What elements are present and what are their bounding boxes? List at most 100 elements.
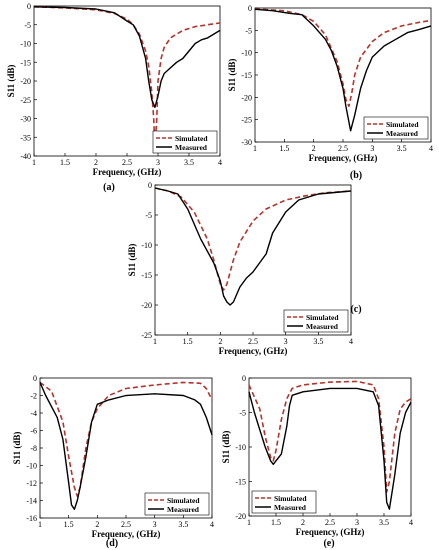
- x-tick-label: 4: [349, 337, 353, 346]
- x-tick-label: 2.5: [121, 520, 131, 529]
- x-axis-label: Frequency, (GHz): [92, 529, 161, 539]
- x-tick-label: 1: [153, 337, 157, 346]
- y-tick-label: -15: [20, 58, 31, 67]
- y-tick-label: -20: [235, 512, 246, 521]
- y-tick-label: -10: [20, 40, 31, 49]
- x-tick-label: 2: [94, 158, 98, 167]
- y-tick-label: -15: [141, 271, 152, 280]
- x-axis-label: Frequency, (GHz): [309, 153, 378, 163]
- x-tick-label: 3.5: [397, 144, 407, 153]
- legend-entry-label: Simulated: [306, 313, 339, 322]
- x-tick-label: 4: [429, 144, 433, 153]
- x-tick-label: 1: [38, 520, 42, 529]
- y-tick-label: -15: [241, 71, 252, 80]
- y-tick-label: 0: [27, 2, 31, 11]
- x-axis-label: Frequency, (GHz): [219, 346, 288, 356]
- x-tick-label: 2: [312, 144, 316, 153]
- legend-entry-label: Measured: [386, 129, 419, 138]
- x-tick-label: 2: [301, 518, 305, 527]
- y-tick-label: -25: [241, 116, 252, 125]
- chart-panel-d: 1 1.5 2 2.5 3 3.5 4 0 -2 -4 -6 -8 -10 -12 -14 -16 Freque…: [12, 374, 214, 549]
- x-tick-label: 3: [156, 158, 160, 167]
- y-tick-label: -25: [20, 96, 31, 105]
- x-tick-label: 1.5: [183, 337, 193, 346]
- x-tick-label: 2: [218, 337, 222, 346]
- legend-entry-label: Simulated: [274, 494, 307, 503]
- x-tick-label: 4: [409, 518, 413, 527]
- simulated-series-line: [39, 381, 213, 497]
- y-tick-label: -16: [26, 514, 37, 523]
- x-tick-label: 2.5: [325, 518, 335, 527]
- x-tick-label: 4: [218, 158, 222, 167]
- legend-entry-label: Simulated: [167, 496, 200, 505]
- y-axis-label: S11 (dB): [127, 244, 137, 277]
- x-tick-label: 1: [247, 518, 251, 527]
- y-tick-label: -20: [20, 77, 31, 86]
- x-tick-label: 1.5: [271, 518, 281, 527]
- x-tick-label: 3.5: [313, 337, 323, 346]
- y-tick-label: -10: [26, 462, 37, 471]
- legend-entry-label: Measured: [306, 322, 339, 331]
- y-tick-label: -8: [30, 444, 37, 453]
- x-tick-label: 2.5: [338, 144, 348, 153]
- y-tick-label: 0: [242, 374, 246, 383]
- x-tick-label: 1: [253, 144, 257, 153]
- y-tick-label: -10: [235, 443, 246, 452]
- panel-label: (a): [103, 182, 115, 193]
- chart-panel-e: 1 1.5 2 2.5 3 3.5 4 0 -5 -10 -15 -20 Frequency, (GHz…: [221, 374, 413, 549]
- simulated-series-line: [248, 380, 412, 493]
- panel-label: (e): [323, 538, 334, 549]
- y-tick-label: -30: [20, 115, 31, 124]
- x-tick-label: 2: [95, 520, 99, 529]
- y-axis-label: S11 (dB): [221, 431, 231, 464]
- y-tick-label: -5: [145, 211, 152, 220]
- x-tick-label: 3: [153, 520, 157, 529]
- y-tick-label: -35: [20, 133, 31, 142]
- y-tick-label: 0: [33, 374, 37, 383]
- legend-entry-label: Simulated: [175, 134, 208, 143]
- simulated-series-line: [154, 187, 352, 291]
- measured-series-line: [154, 187, 352, 306]
- y-tick-label: -4: [30, 409, 37, 418]
- x-tick-label: 3: [355, 518, 359, 527]
- legend-entry-label: Measured: [175, 143, 208, 152]
- x-tick-label: 2.5: [122, 158, 132, 167]
- x-axis-label: Frequency, (GHz): [93, 167, 162, 177]
- panel-label: (d): [106, 538, 118, 549]
- legend-entry-label: Simulated: [386, 120, 419, 129]
- y-tick-label: -20: [141, 301, 152, 310]
- x-tick-label: 1.5: [64, 520, 74, 529]
- y-tick-label: -15: [235, 478, 246, 487]
- x-axis-label: Frequency, (GHz): [296, 527, 365, 537]
- x-tick-label: 1.5: [60, 158, 70, 167]
- y-axis-label: S11 (dB): [227, 59, 237, 92]
- simulated-series-line: [254, 8, 432, 108]
- y-axis-label: S11 (dB): [12, 432, 22, 465]
- legend-entry-label: Measured: [167, 505, 200, 514]
- x-tick-label: 3.5: [379, 518, 389, 527]
- y-tick-label: -10: [141, 241, 152, 250]
- measured-series-line: [248, 387, 412, 510]
- x-tick-label: 3: [284, 337, 288, 346]
- y-tick-label: -20: [241, 93, 252, 102]
- chart-panel-a: 1 1.5 2 2.5 3 3.5 4 0 -5 -10 -15 -20 -25 -30 -35 -40 Fre…: [6, 2, 222, 193]
- y-tick-label: 0: [148, 181, 152, 190]
- x-tick-label: 1.5: [279, 144, 289, 153]
- y-tick-label: -2: [30, 392, 37, 401]
- measured-series-line: [254, 8, 432, 132]
- chart-panel-c: 1 1.5 2 2.5 3 3.5 4 0 -5 -10 -15 -20 -25 Frequency, (…: [127, 181, 362, 356]
- measured-series-line: [33, 6, 221, 109]
- chart-panel-b: 1 1.5 2 2.5 3 3.5 4 0 -5 -10 -15 -20 -25 -30 Frequency…: [227, 4, 433, 181]
- y-axis-label: S11 (dB): [6, 65, 16, 98]
- y-tick-label: -10: [241, 49, 252, 58]
- x-tick-label: 3.5: [178, 520, 188, 529]
- measured-series-line: [39, 382, 213, 510]
- y-tick-label: -6: [30, 427, 37, 436]
- y-tick-label: -12: [26, 479, 37, 488]
- y-tick-label: -5: [245, 26, 252, 35]
- panel-label: (c): [350, 304, 361, 315]
